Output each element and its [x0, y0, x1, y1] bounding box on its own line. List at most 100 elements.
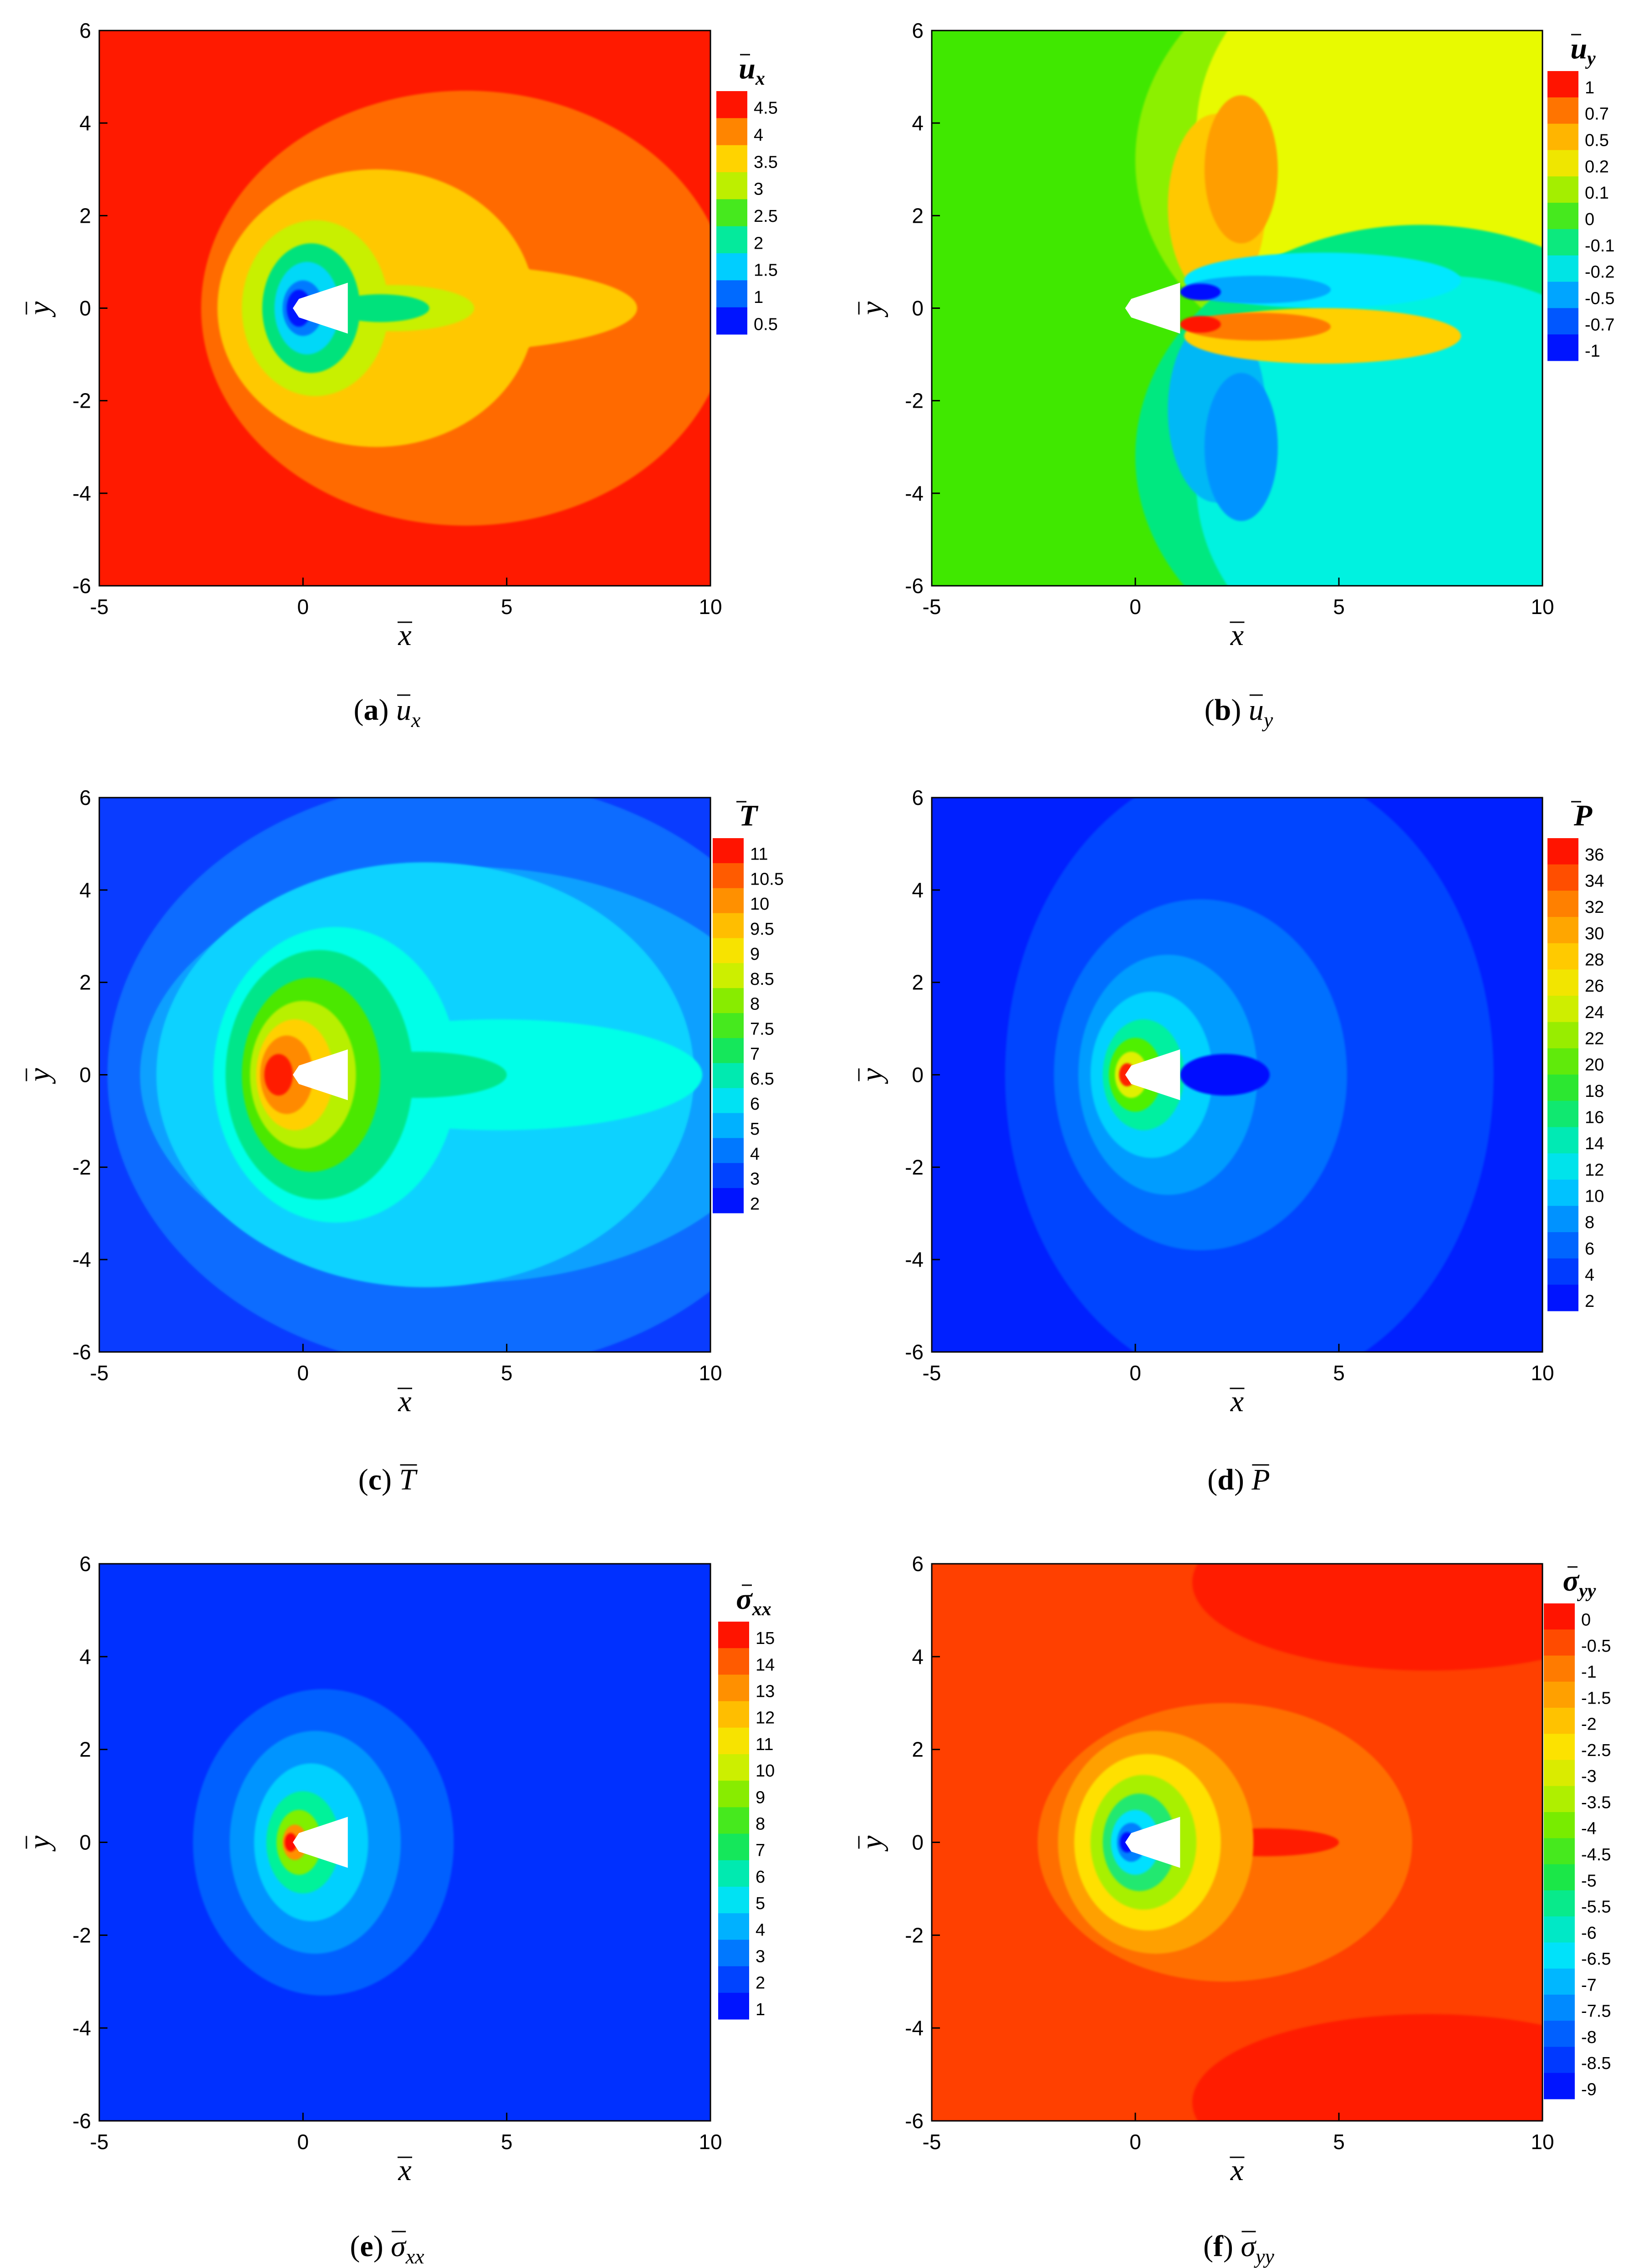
- colorbar-swatch: [713, 888, 744, 914]
- colorbar-tick-label: 34: [1585, 872, 1604, 891]
- colorbar-swatch: [716, 199, 747, 227]
- contour-region: [1204, 95, 1278, 244]
- colorbar-swatch: [1544, 1786, 1575, 1812]
- colorbar-swatch: [1544, 1994, 1575, 2021]
- colorbar-tick-label: 3: [754, 180, 763, 199]
- body-shape: [292, 282, 348, 334]
- colorbar-tick-label: 11: [756, 1735, 773, 1754]
- x-tick-label: -5: [923, 595, 941, 619]
- y-tick-label: -2: [72, 1155, 91, 1179]
- colorbar-title-sub: x: [755, 68, 765, 89]
- panel-caption: (f) σyy: [1203, 2230, 1274, 2268]
- contour-region: [264, 1054, 293, 1096]
- colorbar-tick-label: 0.2: [1585, 157, 1609, 176]
- colorbar-tick-label: -6: [1581, 1924, 1597, 1943]
- colorbar-tick-label: 3: [750, 1170, 760, 1189]
- caption-label: d: [1217, 1463, 1234, 1496]
- colorbar-tick-label: 2: [754, 234, 763, 253]
- contour-field: [99, 798, 710, 1352]
- colorbar-tick-label: 8.5: [750, 970, 774, 989]
- colorbar-swatch: [1547, 891, 1578, 917]
- body-shape: [1125, 1049, 1180, 1101]
- body-shape: [1125, 1817, 1180, 1868]
- colorbar-swatch: [1547, 229, 1578, 256]
- x-tick-label: 10: [1531, 2130, 1554, 2154]
- colorbar-tick-label: 7: [750, 1044, 760, 1064]
- panel-a: -5 0 5 106420-2-4-6xy4.543.532.521.510.5ux(…: [23, 19, 778, 732]
- y-tick-label: 6: [912, 19, 924, 42]
- colorbar: 1 0.7 0.5 0.2 0.1 0 -0.1 -0.2 -0.5 -0.7 -1 uy: [1547, 32, 1614, 361]
- panel-caption: (a) ux: [354, 693, 421, 732]
- y-tick-label: 2: [79, 204, 91, 227]
- contour-region: [1192, 2014, 1542, 2121]
- x-tick-label: 0: [297, 1361, 309, 1385]
- colorbar-swatch: [1547, 176, 1578, 203]
- y-tick-label: 0: [79, 1063, 91, 1087]
- colorbar-swatch: [1544, 1812, 1575, 1838]
- colorbar-tick-label: 10.5: [750, 870, 784, 889]
- colorbar-tick-label: 3: [756, 1947, 765, 1966]
- y-tick-label: 0: [912, 1063, 924, 1087]
- colorbar-tick-label: 2.5: [754, 207, 778, 226]
- x-tick-label: 10: [1531, 595, 1554, 619]
- colorbar-swatch: [1544, 1838, 1575, 1865]
- colorbar-tick-label: 13: [756, 1682, 775, 1701]
- colorbar-tick-label: 4: [1585, 1266, 1594, 1285]
- colorbar-tick-label: 1.5: [754, 261, 778, 280]
- colorbar: 15 14 13 12 11 10 9 8 7 6 5 4 3 2 1 σxx: [718, 1582, 775, 2020]
- y-tick-label: -6: [905, 1340, 924, 1364]
- y-tick-label: 4: [79, 111, 91, 135]
- y-tick-label: 4: [912, 878, 924, 902]
- caption-paren: ): [1223, 2230, 1241, 2263]
- x-tick-label: 10: [699, 595, 722, 619]
- colorbar: 11 10.5 10 9.5 9 8.5 8 7.5 7 6.5 6 5 4 3 2 T: [713, 799, 784, 1214]
- colorbar-tick-label: -3: [1581, 1767, 1597, 1786]
- colorbar-tick-label: -1: [1581, 1663, 1597, 1682]
- caption-sub: xx: [405, 2245, 424, 2268]
- colorbar-tick-label: 8: [1585, 1213, 1594, 1232]
- colorbar-swatch: [716, 145, 747, 173]
- colorbar-tick-label: 9.5: [750, 920, 774, 939]
- y-tick-label: -2: [72, 1923, 91, 1947]
- colorbar-tick-label: 10: [750, 895, 769, 914]
- colorbar-tick-label: 1: [754, 288, 763, 307]
- contour-region: [1184, 312, 1331, 341]
- colorbar-swatch: [1547, 71, 1578, 98]
- colorbar-swatch: [713, 1013, 744, 1039]
- caption-label: c: [368, 1463, 382, 1496]
- colorbar-swatch: [1547, 123, 1578, 150]
- y-tick-label: -4: [72, 2016, 91, 2040]
- contour-field: [99, 1564, 710, 2121]
- colorbar-title: ux: [739, 52, 765, 89]
- y-tick-label: 2: [912, 971, 924, 994]
- colorbar-tick-label: -9: [1581, 2080, 1597, 2099]
- colorbar-tick-label: 4: [754, 126, 763, 145]
- caption-symbol: u: [1249, 693, 1264, 727]
- colorbar-tick-label: -7: [1581, 1976, 1597, 1995]
- colorbar-swatch: [718, 1992, 749, 2020]
- colorbar-tick-label: -8.5: [1581, 2054, 1611, 2073]
- x-tick-label: 10: [699, 1361, 722, 1385]
- colorbar-title: uy: [1570, 32, 1596, 69]
- y-tick-label: 2: [79, 1738, 91, 1761]
- y-tick-label: 4: [79, 878, 91, 902]
- colorbar-tick-label: -5: [1581, 1871, 1597, 1890]
- colorbar-tick-label: 4: [750, 1145, 760, 1164]
- panel-c: -5 0 5 10 6 4 2 0 -2 -4 -6 x y 11 10.5 10 9.5 9 8.5 8 7.5 7 6.…: [23, 786, 784, 1496]
- panel-caption: (c) T: [358, 1463, 418, 1496]
- colorbar-tick-label: 9: [756, 1788, 765, 1807]
- colorbar-swatch: [713, 1138, 744, 1163]
- colorbar-swatch: [1547, 282, 1578, 308]
- contour-region: [285, 1833, 297, 1852]
- y-tick-label: -2: [72, 389, 91, 413]
- colorbar-swatch: [713, 863, 744, 889]
- y-tick-label: -4: [905, 481, 924, 505]
- colorbar-tick-label: 7.5: [750, 1020, 774, 1039]
- colorbar-tick-label: -1: [1585, 342, 1600, 361]
- colorbar-tick-label: 8: [750, 995, 760, 1014]
- y-tick-label: 0: [79, 297, 91, 320]
- x-tick-label: -5: [90, 1361, 109, 1385]
- colorbar-swatch: [718, 1966, 749, 1993]
- y-tick-label: 0: [912, 1831, 924, 1854]
- colorbar-swatch: [713, 1063, 744, 1089]
